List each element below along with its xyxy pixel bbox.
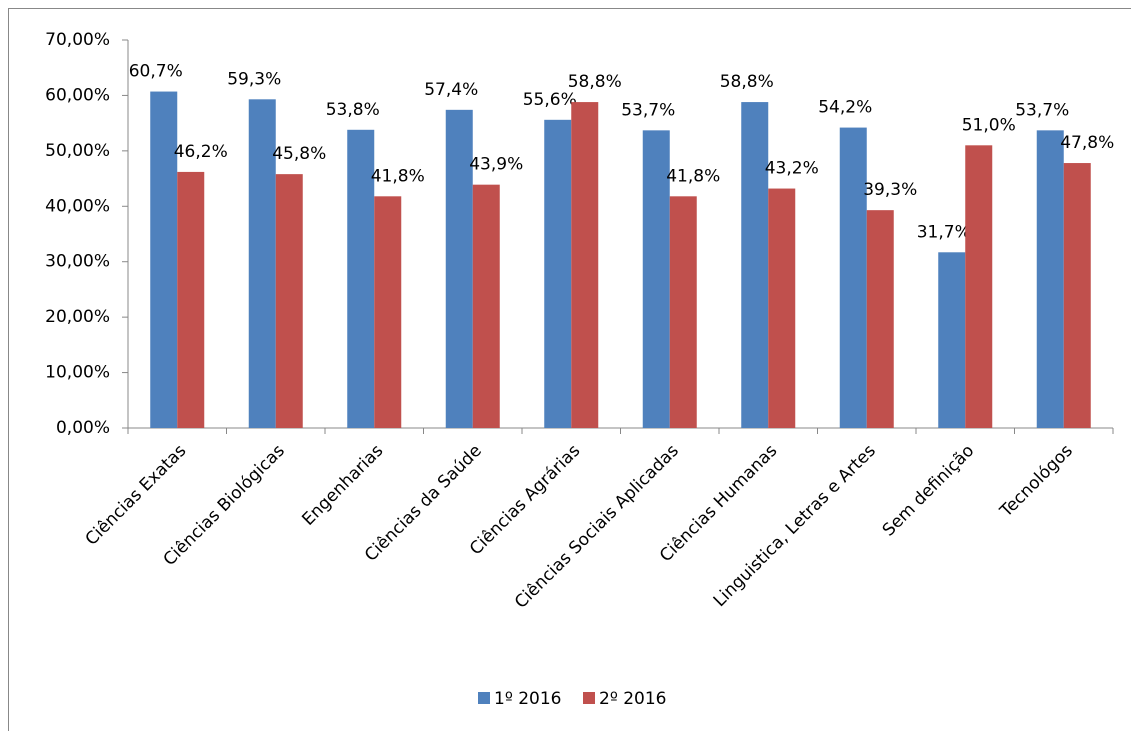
- x-tick-label: Ciências Sociais Aplicadas: [511, 441, 683, 613]
- value-label: 45,8%: [272, 144, 326, 164]
- bar: [741, 102, 769, 428]
- value-label: 41,8%: [666, 166, 720, 186]
- bar: [839, 127, 867, 428]
- value-label: 43,9%: [469, 155, 523, 175]
- bar: [445, 109, 473, 428]
- value-label: 57,4%: [424, 80, 478, 100]
- value-label: 46,2%: [174, 142, 228, 162]
- x-tick-label: Tecnológos: [996, 441, 1077, 522]
- value-label: 58,8%: [720, 72, 774, 92]
- bar: [965, 145, 993, 429]
- chart-border: [8, 8, 1131, 731]
- bar: [150, 91, 178, 428]
- bar: [248, 99, 276, 429]
- bar: [938, 252, 966, 428]
- bar: [768, 188, 796, 428]
- value-label: 51,0%: [962, 115, 1016, 135]
- bar: [275, 174, 303, 428]
- bar: [177, 171, 205, 429]
- bar: [669, 196, 697, 428]
- value-label: 55,6%: [523, 90, 577, 110]
- value-label: 53,7%: [621, 100, 675, 120]
- value-label: 31,7%: [917, 222, 971, 242]
- bar: [347, 129, 375, 428]
- y-tick-label: 20,00%: [45, 307, 110, 327]
- bar: [544, 119, 572, 429]
- y-tick-label: 50,00%: [45, 141, 110, 161]
- legend-swatch: [583, 692, 595, 704]
- bar: [866, 210, 894, 428]
- value-label: 59,3%: [227, 69, 281, 89]
- value-label: 53,8%: [326, 100, 380, 120]
- y-tick-label: 60,00%: [45, 85, 110, 105]
- y-tick-label: 0,00%: [56, 418, 110, 438]
- bar: [374, 196, 402, 428]
- x-tick-label: Linguistica, Letras e Artes: [710, 441, 880, 611]
- x-tick-label: Sem definição: [879, 441, 979, 541]
- y-tick-label: 40,00%: [45, 196, 110, 216]
- bar: [642, 130, 670, 428]
- value-label: 54,2%: [818, 98, 872, 118]
- bar: [472, 184, 500, 428]
- value-label: 39,3%: [863, 180, 917, 200]
- bar: [571, 102, 599, 428]
- value-label: 43,2%: [765, 159, 819, 179]
- legend-swatch: [478, 692, 490, 704]
- y-tick-label: 30,00%: [45, 252, 110, 272]
- x-tick-label: Engenharias: [298, 441, 387, 530]
- value-label: 60,7%: [129, 62, 183, 82]
- bar: [1036, 130, 1064, 428]
- x-tick-label: Ciências Agrárias: [466, 441, 584, 559]
- legend-label: 2º 2016: [599, 689, 667, 709]
- y-tick-label: 70,00%: [45, 30, 110, 50]
- value-label: 58,8%: [568, 72, 622, 92]
- value-label: 47,8%: [1060, 133, 1114, 153]
- bar: [1063, 163, 1091, 428]
- value-label: 41,8%: [371, 166, 425, 186]
- legend-label: 1º 2016: [494, 689, 562, 709]
- y-tick-label: 10,00%: [45, 363, 110, 383]
- value-label: 53,7%: [1015, 100, 1069, 120]
- x-tick-label: Ciências Exatas: [82, 441, 191, 550]
